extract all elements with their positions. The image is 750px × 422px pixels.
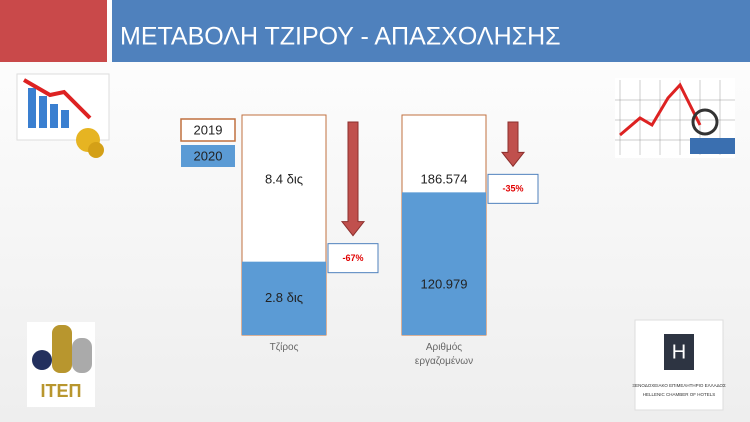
bar-2020	[242, 261, 326, 335]
slide-title: ΜΕΤΑΒΟΛΗ ΤΖΙΡΟΥ - ΑΠΑΣΧΟΛΗΣΗΣ	[120, 23, 561, 51]
value-label: 120.979	[421, 276, 468, 291]
bar-2020	[402, 192, 486, 335]
legend-swatch	[181, 145, 235, 167]
job-icon	[615, 78, 735, 158]
itep-logo: ΙΤΕΠ	[27, 322, 95, 407]
value-label: 186.574	[421, 171, 468, 186]
value-label: 2.8 δις	[265, 290, 303, 305]
category-label: Τζίρος	[269, 342, 299, 353]
value-label: 8.4 δις	[265, 171, 303, 186]
hotels-logo: H ΞΕΝΟΔΟΧΕΙΑΚΟ ΕΠΙΜΕΛΗΤΗΡΙΟ ΕΛΛΑΔΟΣ HELL…	[632, 319, 726, 411]
chart-icon	[16, 73, 110, 158]
change-arrow	[340, 121, 366, 237]
hotels-initial: H	[672, 341, 686, 363]
change-label: -35%	[502, 184, 523, 194]
legend-label: 2020	[194, 148, 223, 163]
change-box	[487, 173, 539, 204]
title-bar	[112, 0, 750, 62]
change-arrow	[500, 121, 526, 168]
title-accent	[0, 0, 107, 62]
hotels-english: HELLENIC CHAMBER OF HOTELS	[643, 392, 716, 397]
itep-text: ΙΤΕΠ	[40, 381, 81, 401]
change-box	[327, 243, 379, 274]
legend-label: 2019	[194, 122, 223, 137]
change-label: -67%	[342, 253, 363, 263]
legend-swatch	[180, 118, 236, 142]
hotels-greek: ΞΕΝΟΔΟΧΕΙΑΚΟ ΕΠΙΜΕΛΗΤΗΡΙΟ ΕΛΛΑΔΟΣ	[632, 383, 726, 388]
category-label: Αριθμός εργαζομένων	[414, 342, 474, 367]
